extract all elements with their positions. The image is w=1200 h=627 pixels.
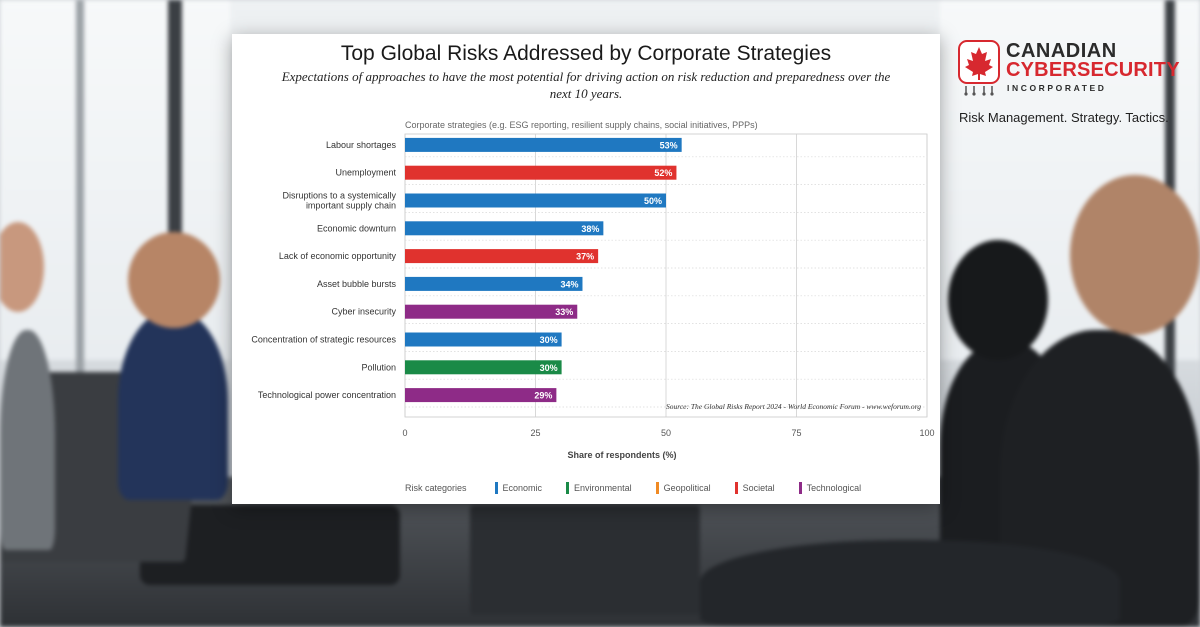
bar <box>405 193 666 208</box>
x-tick-label: 50 <box>661 428 671 438</box>
data-label: 52% <box>654 168 672 178</box>
chart-card: Top Global Risks Addressed by Corporate … <box>232 34 940 504</box>
category-label: Economic downturn <box>317 223 396 233</box>
legend-swatch <box>798 482 802 494</box>
legend-item: Environmental <box>566 482 632 494</box>
bar <box>405 137 682 152</box>
bar <box>405 360 562 375</box>
category-label: Labour shortages <box>326 140 397 150</box>
legend-label: Economic <box>502 483 543 493</box>
logo-wordmark-line1: CANADIAN <box>1006 40 1117 62</box>
legend-title: Risk categories <box>405 483 467 493</box>
category-label: Cyber insecurity <box>331 307 396 317</box>
bar-chart: 0 25 50 75 100 Labour shortages 53% Unemploymen… <box>251 133 935 460</box>
category-label: Concentration of strategic resources <box>251 335 396 345</box>
legend-swatch <box>655 482 659 494</box>
legend-label: Technological <box>806 483 862 493</box>
data-label: 30% <box>540 363 558 373</box>
company-tagline: Risk Management. Strategy. Tactics. <box>959 110 1169 125</box>
legend-item: Societal <box>734 482 775 494</box>
legend-label: Societal <box>742 483 775 493</box>
logo-wordmark-line3: INCORPORATED <box>1007 83 1107 93</box>
x-tick-label: 0 <box>402 428 407 438</box>
data-label: 53% <box>660 140 678 150</box>
data-label: 37% <box>576 252 594 262</box>
bar <box>405 221 604 236</box>
logo-wordmark-line2: CYBERSECURITY <box>1006 59 1180 81</box>
chart-legend: Risk categories Economic Environmental Geo… <box>405 481 885 495</box>
category-label: Pollution <box>361 362 396 372</box>
data-label: 33% <box>555 307 573 317</box>
category-label: Lack of economic opportunity <box>279 251 397 261</box>
chart-subtitle: Expectations of approaches to have the m… <box>281 69 891 101</box>
legend-item: Technological <box>798 482 862 494</box>
x-axis-label: Share of respondents (%) <box>567 450 676 460</box>
chart-title: Top Global Risks Addressed by Corporate … <box>340 42 832 65</box>
bar <box>405 332 562 347</box>
x-tick-label: 25 <box>530 428 540 438</box>
data-label: 29% <box>534 391 552 401</box>
x-tick-label: 75 <box>791 428 801 438</box>
data-label: 38% <box>581 224 599 234</box>
legend-swatch <box>566 482 570 494</box>
maple-leaf-shield-icon <box>958 40 1000 96</box>
category-label: Technological power concentration <box>258 390 396 400</box>
panel-label: Corporate strategies (e.g. ESG reporting… <box>405 120 758 130</box>
legend-label: Geopolitical <box>663 483 711 493</box>
data-label: 34% <box>560 279 578 289</box>
legend-label: Environmental <box>574 483 632 493</box>
category-label: Unemployment <box>335 168 396 178</box>
bar <box>405 249 599 264</box>
legend-item: Economic <box>494 482 543 494</box>
legend-swatch <box>494 482 498 494</box>
bar <box>405 388 557 403</box>
data-label: 30% <box>540 335 558 345</box>
source-note: Source: The Global Risks Report 2024 - W… <box>666 402 921 411</box>
category-label: Asset bubble bursts <box>317 279 397 289</box>
data-label: 50% <box>644 196 662 206</box>
legend-item: Geopolitical <box>655 482 711 494</box>
x-tick-label: 100 <box>919 428 934 438</box>
legend-swatch <box>734 482 738 494</box>
bar <box>405 304 578 319</box>
category-label: Disruptions to a systemically important s… <box>282 191 396 211</box>
bar <box>405 276 583 291</box>
bar <box>405 165 677 180</box>
